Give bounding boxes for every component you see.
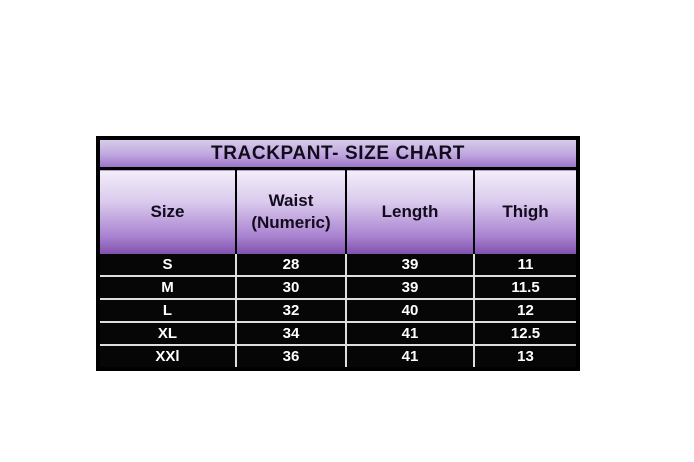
cell-waist: 34 — [235, 321, 346, 345]
cell-length: 40 — [345, 298, 474, 322]
title-row: TRACKPANT- SIZE CHART — [98, 138, 579, 170]
cell-size: L — [98, 298, 236, 322]
cell-waist: 30 — [235, 275, 346, 299]
cell-length: 39 — [345, 275, 474, 299]
column-header-waist: Waist (Numeric) — [235, 168, 346, 254]
cell-waist: 28 — [235, 254, 346, 276]
cell-size: S — [98, 254, 236, 276]
chart-title: TRACKPANT- SIZE CHART — [98, 138, 579, 170]
table-row: XL 34 41 12.5 — [98, 321, 579, 345]
column-header-length: Length — [345, 168, 474, 254]
cell-thigh: 13 — [472, 344, 579, 369]
cell-thigh: 11 — [472, 254, 579, 276]
table-row: M 30 39 11.5 — [98, 275, 579, 299]
table-row: L 32 40 12 — [98, 298, 579, 322]
cell-thigh: 11.5 — [472, 275, 579, 299]
table-head: TRACKPANT- SIZE CHART Size Waist (Numeri… — [98, 138, 579, 254]
cell-waist: 36 — [235, 344, 346, 369]
cell-size: XXl — [98, 344, 236, 369]
cell-size: XL — [98, 321, 236, 345]
column-header-thigh: Thigh — [472, 168, 579, 254]
cell-length: 41 — [345, 344, 474, 369]
cell-waist: 32 — [235, 298, 346, 322]
cell-thigh: 12 — [472, 298, 579, 322]
header-row: Size Waist (Numeric) Length Thigh — [98, 168, 579, 254]
size-chart-table: TRACKPANT- SIZE CHART Size Waist (Numeri… — [96, 136, 581, 371]
table-row: S 28 39 11 — [98, 254, 579, 276]
cell-length: 41 — [345, 321, 474, 345]
table-body: S 28 39 11 M 30 39 11.5 L 32 40 12 XL 34 41 12.5 XXl 36 41… — [98, 254, 579, 369]
cell-size: M — [98, 275, 236, 299]
cell-length: 39 — [345, 254, 474, 276]
cell-thigh: 12.5 — [472, 321, 579, 345]
table-row: XXl 36 41 13 — [98, 344, 579, 369]
column-header-size: Size — [98, 168, 236, 254]
